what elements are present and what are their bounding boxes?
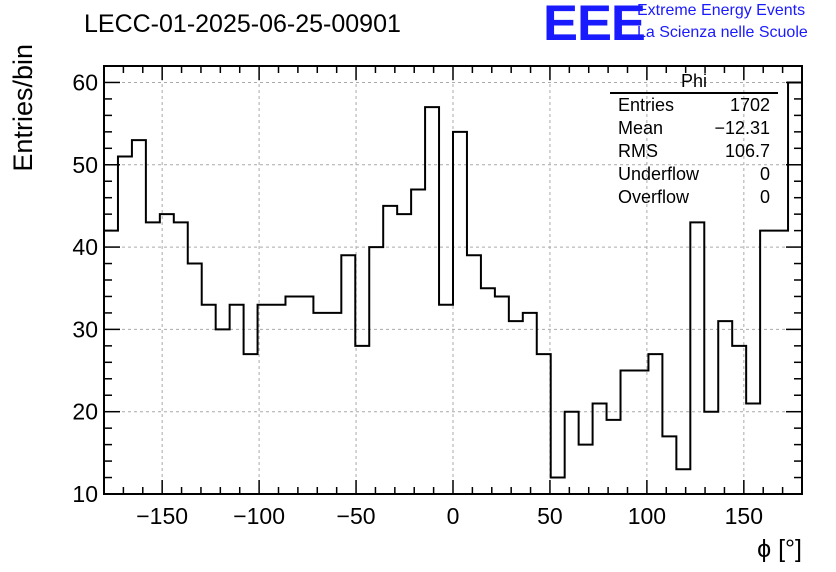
stats-row-underflow: Underflow 0 [610,163,778,186]
histogram-bin [565,412,579,494]
histogram-bin [341,255,355,494]
x-tick-label: −50 [337,503,376,529]
histogram-bin [244,354,258,494]
histogram-bin [732,346,746,494]
histogram-bin [355,346,369,494]
x-tick-label: −100 [233,503,285,529]
histogram-bin [272,305,286,494]
histogram-bin [607,420,621,494]
stats-label: Mean [618,118,664,138]
histogram-bin [453,132,467,494]
logo-tagline-1: Extreme Energy Events [637,2,806,19]
histogram-bin [509,321,523,494]
histogram-bin [788,82,802,494]
stats-row-entries: Entries 1702 [610,94,778,117]
x-tick-label: −150 [136,503,188,529]
histogram-bin [439,305,453,494]
stats-value: 106.7 [724,141,770,161]
histogram-bin [411,189,425,494]
histogram-bin [621,371,635,494]
stats-row-mean: Mean −12.31 [610,117,778,140]
x-tick-label: 50 [537,503,563,529]
histogram-bin [704,412,718,494]
histogram-bin [746,403,760,494]
histogram-bin [425,107,439,494]
histogram-bin [634,371,648,494]
histogram-bin [118,157,132,494]
logo-tagline-2: La Scienza nelle Scuole [637,24,808,41]
x-axis-label: ϕ [°] [757,535,802,563]
histogram-bin [467,255,481,494]
histogram-bin [397,214,411,494]
stats-row-overflow: Overflow 0 [610,186,778,209]
histogram-bin [174,222,188,494]
chart-title: LECC-01-2025-06-25-00901 [84,10,401,38]
histogram-bin [146,222,160,494]
histogram-bin [676,469,690,494]
histogram-bin [760,231,774,494]
stats-value: 0 [759,187,770,207]
y-tick-label: 10 [72,481,98,507]
histogram-bin [774,231,788,494]
y-tick-label: 40 [72,234,98,260]
y-tick-label: 30 [72,316,98,342]
histogram-bin [285,296,299,494]
histogram-bin [188,264,202,494]
stats-label: RMS [618,141,658,161]
y-axis-label: Entries/bin [8,44,38,172]
y-tick-label: 60 [72,69,98,95]
x-tick-label: 0 [447,503,460,529]
stats-value: −12.31 [714,118,770,138]
stats-box-title: Phi [610,70,778,94]
x-tick-label: 100 [628,503,666,529]
x-tick-label: 150 [725,503,763,529]
histogram-bin [160,214,174,494]
histogram-bin [537,354,551,494]
stats-label: Overflow [618,187,690,207]
histogram-bin [481,288,495,494]
eee-logo: EEE [543,0,646,51]
stats-value: 0 [759,164,770,184]
histogram-bin [593,403,607,494]
histogram-bin [313,313,327,494]
histogram-bin [662,436,676,494]
histogram-bin [216,329,230,494]
histogram-line [104,81,802,479]
histogram-bin [495,296,509,494]
histogram-bin [369,247,383,494]
histogram-bin [299,296,313,494]
histogram-bin [132,140,146,494]
histogram-bin [230,305,244,494]
histogram-bin [523,313,537,494]
y-tick-label: 50 [72,152,98,178]
stats-row-rms: RMS 106.7 [610,140,778,163]
histogram-bin [718,321,732,494]
histogram-bin [551,478,565,494]
histogram-bin [327,313,341,494]
histogram-bin [579,445,593,494]
y-tick-label: 20 [72,399,98,425]
stats-box: Phi Entries 1702 Mean −12.31 RMS 106.7 U… [610,70,778,209]
histogram-bin [690,222,704,494]
histogram-bin [383,206,397,494]
histogram-bin [648,354,662,494]
histogram-bin [258,305,272,494]
histogram-bin [202,305,216,494]
stats-label: Underflow [618,164,700,184]
stats-value: 1702 [729,95,770,115]
stats-label: Entries [618,95,675,115]
